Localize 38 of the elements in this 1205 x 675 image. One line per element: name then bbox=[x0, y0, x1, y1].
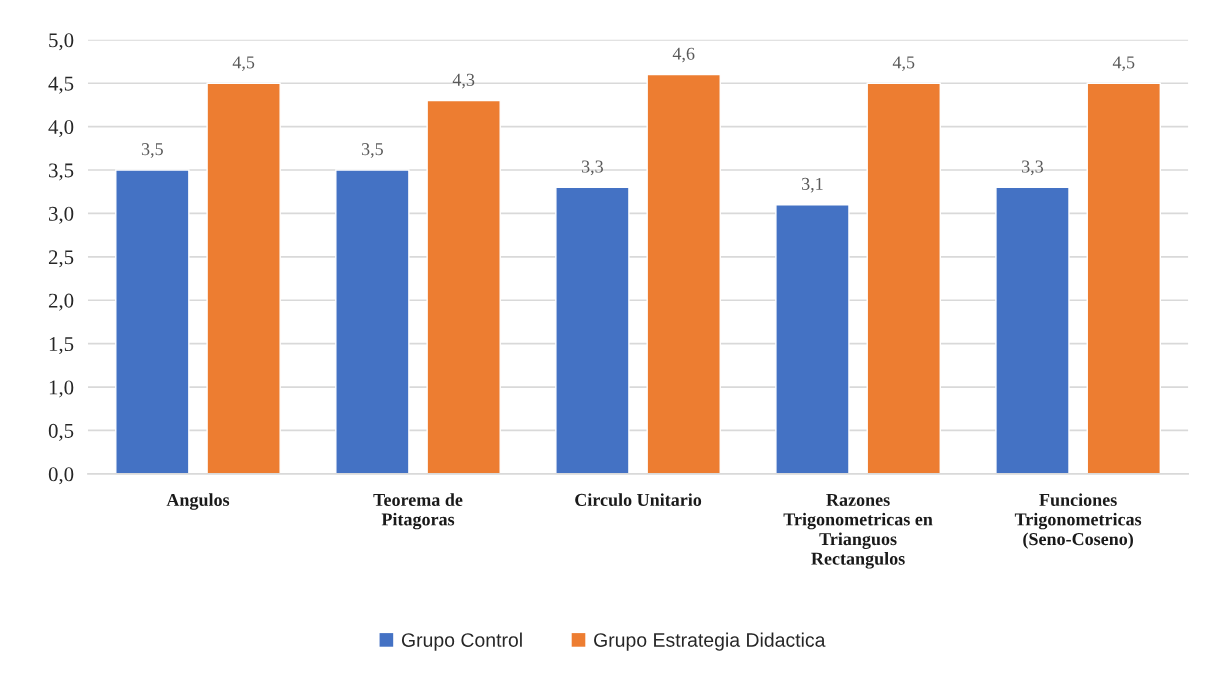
legend-label: Grupo Control bbox=[401, 632, 522, 651]
bar bbox=[206, 82, 281, 474]
y-tick-label: 3,0 bbox=[49, 206, 74, 224]
bar bbox=[335, 169, 410, 474]
data-label: 4,5 bbox=[232, 56, 255, 72]
data-label: 3,1 bbox=[802, 177, 823, 193]
bar bbox=[1086, 82, 1161, 474]
data-label: 4,3 bbox=[452, 73, 475, 89]
x-tick-label: Funciones Trigonometricas (Seno-Coseno) bbox=[1014, 493, 1142, 549]
data-label: 3,5 bbox=[361, 143, 383, 158]
y-tick-label: 4,0 bbox=[48, 120, 74, 138]
y-tick-label: 4,5 bbox=[48, 76, 74, 94]
x-tick-label: Angulos bbox=[166, 493, 230, 510]
data-label: 3,3 bbox=[1022, 160, 1044, 176]
data-label: 4,5 bbox=[1112, 56, 1135, 72]
y-tick-label: 2,5 bbox=[48, 250, 74, 268]
bar bbox=[775, 204, 850, 474]
bar bbox=[646, 73, 721, 474]
bar bbox=[115, 169, 190, 474]
y-tick-label: 3,5 bbox=[49, 163, 74, 181]
y-tick-label: 0,0 bbox=[48, 467, 74, 485]
y-tick-label: 1,0 bbox=[49, 380, 74, 398]
bar bbox=[426, 99, 501, 474]
y-tick-label: 5,0 bbox=[49, 33, 74, 51]
bar bbox=[995, 186, 1070, 474]
x-tick-label: Circulo Unitario bbox=[575, 493, 702, 507]
y-tick-label: 2,0 bbox=[48, 293, 74, 311]
data-label: 3,5 bbox=[141, 143, 163, 158]
data-label: 3,3 bbox=[581, 160, 603, 176]
bar bbox=[555, 186, 630, 474]
bar bbox=[866, 82, 941, 474]
y-tick-label: 0,5 bbox=[48, 423, 74, 441]
data-label: 4,5 bbox=[892, 56, 915, 72]
x-tick-label: Razones Trigonometricas en Trianguos Rectangulos bbox=[783, 494, 933, 569]
data-label: 4,6 bbox=[672, 47, 695, 63]
legend-label: Grupo Estrategia Didactica bbox=[594, 632, 826, 651]
y-tick-label: 1,5 bbox=[49, 337, 74, 355]
x-tick-label: Teorema de Pitagoras bbox=[373, 493, 463, 530]
